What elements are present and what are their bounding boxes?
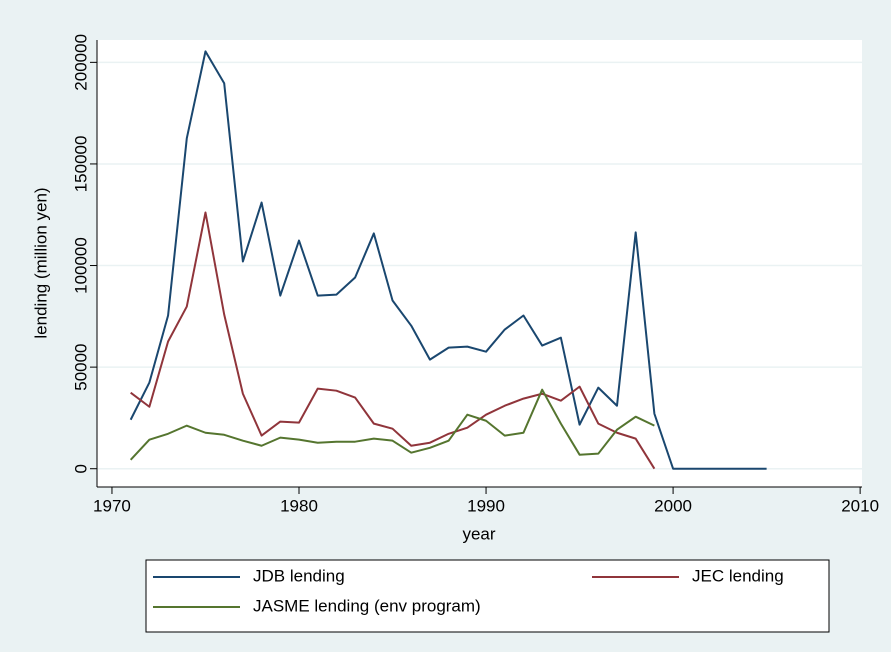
x-tick-label: 1980 [280,496,318,515]
legend-label: JEC lending [692,566,784,585]
series-line [130,211,656,470]
y-tick-label: 200000 [71,34,90,91]
legend-box [145,559,830,633]
x-tick-label: 1970 [93,496,131,515]
legend-label: JASME lending (env program) [253,596,481,615]
y-tick-label: 0 [71,464,90,473]
series-line [129,50,767,470]
x-axis-title: year [462,524,495,543]
legend-label: JDB lending [253,566,345,585]
x-tick-label: 2010 [841,496,879,515]
x-tick-label: 1990 [467,496,505,515]
y-tick-label: 150000 [71,136,90,193]
y-axis-title: lending (million yen) [31,187,50,338]
y-tick-label: 50000 [71,343,90,390]
x-tick-label: 2000 [654,496,692,515]
y-tick-label: 100000 [71,237,90,294]
series-line [129,388,655,461]
plot-area [97,40,862,487]
